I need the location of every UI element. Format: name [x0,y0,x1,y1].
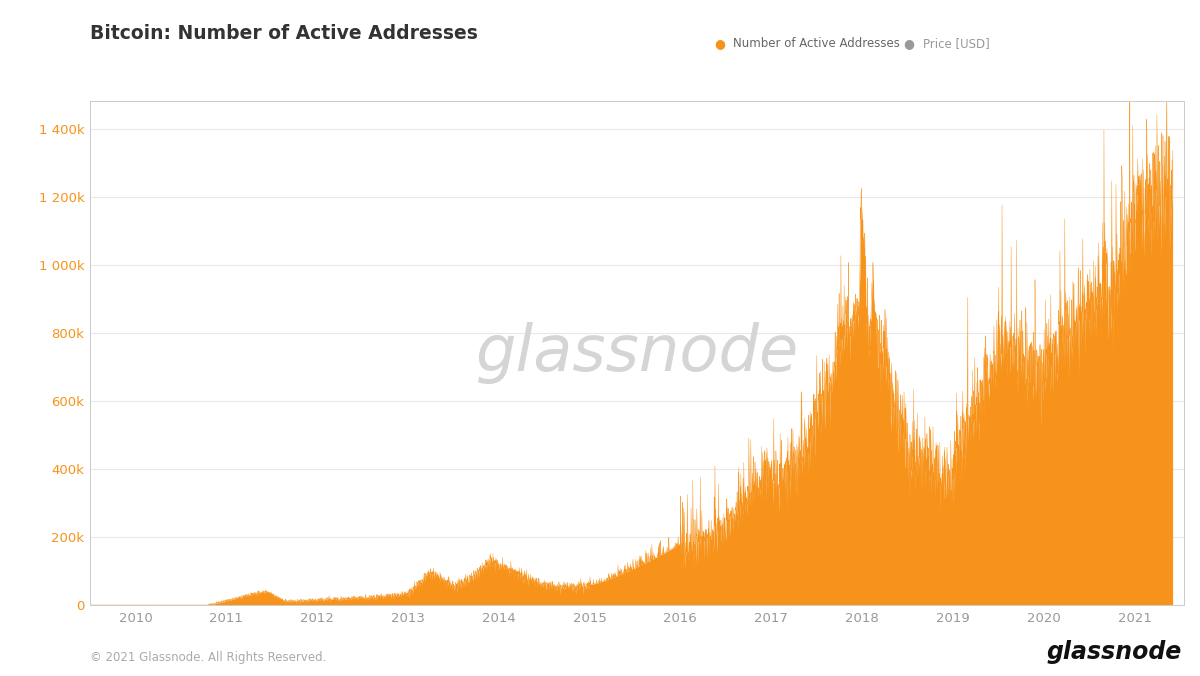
Text: Number of Active Addresses: Number of Active Addresses [733,37,900,51]
Text: Price [USD]: Price [USD] [923,37,990,51]
Text: ●: ● [714,37,725,51]
Text: © 2021 Glassnode. All Rights Reserved.: © 2021 Glassnode. All Rights Reserved. [90,651,326,664]
Text: glassnode: glassnode [475,322,799,384]
Text: ●: ● [904,37,914,51]
Text: Bitcoin: Number of Active Addresses: Bitcoin: Number of Active Addresses [90,24,478,43]
Text: glassnode: glassnode [1046,639,1182,664]
